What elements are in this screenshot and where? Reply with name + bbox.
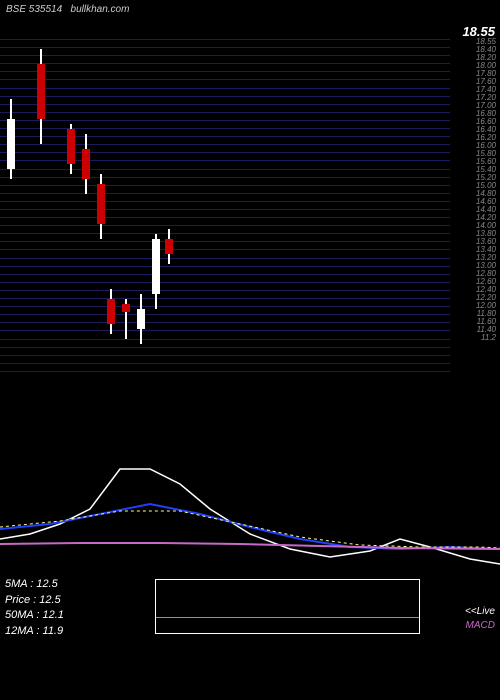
candle: [163, 39, 175, 379]
site-label: bullkhan.com: [71, 4, 130, 15]
symbol-label: 535514: [29, 4, 62, 15]
candle: [35, 39, 47, 379]
exchange-label: BSE: [6, 4, 26, 15]
candle: [135, 39, 147, 379]
macd-label: MACD: [466, 620, 495, 631]
candle: [80, 39, 92, 379]
candle: [105, 39, 117, 379]
y-axis-labels: 18.5518.4018.2018.0017.8017.6017.4017.20…: [453, 39, 498, 379]
info-box: 5MA : 12.5 Price : 12.5 50MA : 12.1 12MA…: [5, 577, 64, 639]
macd-box: [155, 579, 420, 634]
indicator-panel[interactable]: 5MA : 12.5 Price : 12.5 50MA : 12.1 12MA…: [0, 439, 500, 639]
candle: [150, 39, 162, 379]
macd-live-label: <<Live: [465, 606, 495, 617]
macd-center-line: [156, 617, 419, 618]
indicator-lines: [0, 439, 500, 589]
candle: [120, 39, 132, 379]
candle: [5, 39, 17, 379]
chart-header: BSE 535514 bullkhan.com: [0, 0, 500, 19]
candlestick-chart[interactable]: 18.55 18.5518.4018.2018.0017.8017.6017.4…: [0, 39, 500, 379]
candle: [65, 39, 77, 379]
